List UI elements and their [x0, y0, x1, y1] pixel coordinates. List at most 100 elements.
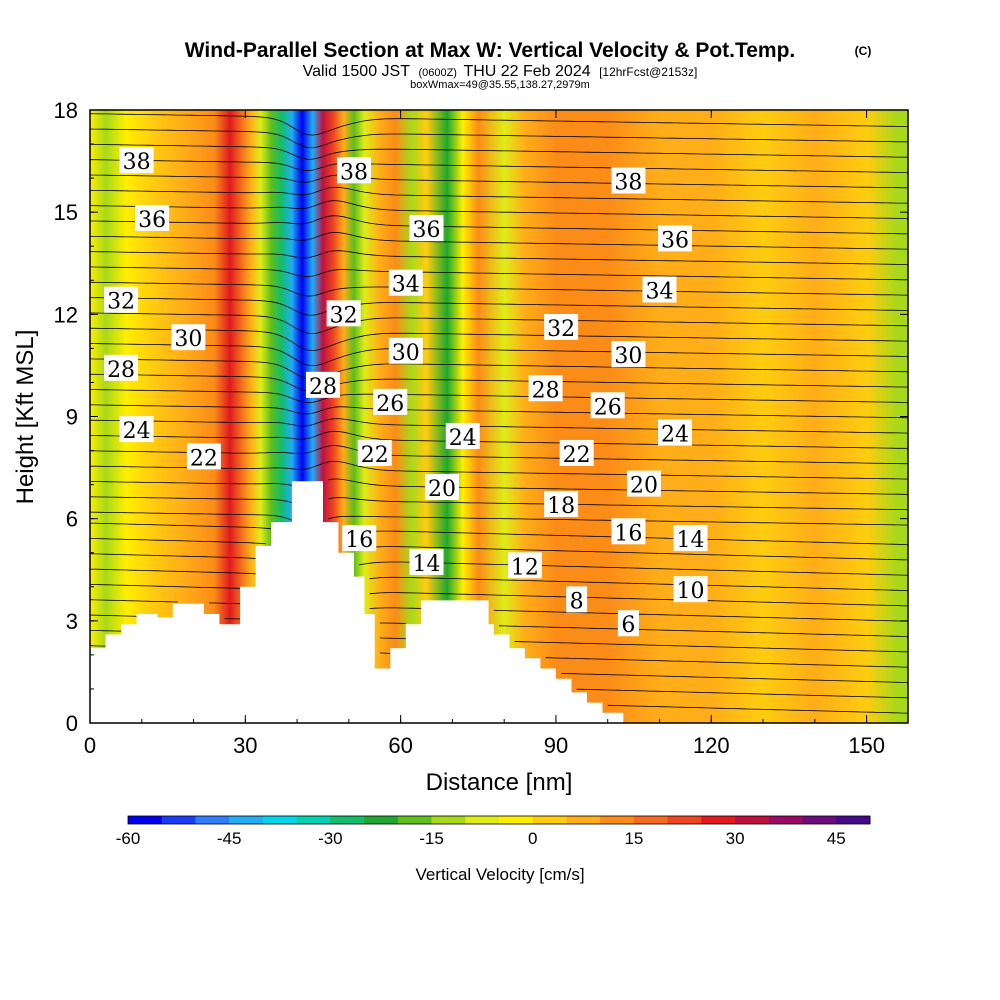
colorbar-tick-label: -15 — [419, 829, 444, 848]
contour-label-box — [673, 525, 708, 552]
contour-label: 24 — [445, 422, 480, 451]
contour-label: 22 — [559, 439, 594, 468]
contour-label-text: 28 — [107, 358, 135, 383]
contour-label: 36 — [135, 204, 170, 233]
y-tick-label: 9 — [66, 405, 78, 430]
contour-label-text: 26 — [594, 395, 622, 420]
colorbar-swatch — [397, 816, 433, 824]
y-tick-label: 3 — [66, 609, 78, 634]
contour-label-text: 20 — [428, 477, 456, 502]
svg-text:Valid 1500 JST (0600Z): Valid 1500 JST (0600Z) THU 22 Feb 2024 [… — [303, 63, 698, 80]
contour-label-text: 22 — [190, 446, 218, 471]
contour-label-text: 20 — [630, 474, 658, 499]
colorbar-swatch — [633, 816, 669, 824]
contour-label: 30 — [171, 324, 206, 352]
contour-label: 28 — [305, 371, 340, 400]
isentrope-line — [90, 250, 908, 265]
potential-temperature-contours — [90, 113, 908, 714]
contour-label-text: 34 — [392, 273, 420, 298]
colorbar-tick-label: -60 — [116, 829, 141, 848]
isentrope-line — [90, 312, 908, 335]
y-tick-label: 18 — [54, 98, 78, 123]
contour-label: 16 — [342, 525, 377, 553]
subtitle-box-info: boxWmax=49@35.55,138.27,2979m — [410, 79, 590, 91]
contour-label-box — [544, 313, 579, 340]
contour-label: 24 — [119, 416, 154, 444]
colorbar-swatch — [364, 816, 399, 824]
x-tick-label: 30 — [233, 733, 257, 758]
contour-label: 14 — [673, 525, 708, 553]
contour-label: 6 — [617, 610, 639, 638]
contour-label-text: 14 — [677, 528, 705, 553]
colorbar-swatch — [195, 816, 230, 824]
isentrope-line — [90, 232, 908, 250]
contour-label-box — [507, 552, 542, 579]
isentrope-line — [90, 143, 908, 160]
contour-label-box — [119, 416, 154, 443]
contour-label-box — [337, 157, 372, 184]
contour-label: 16 — [611, 518, 646, 546]
colorbar-swatch — [532, 816, 567, 824]
y-tick-label: 6 — [66, 507, 78, 532]
isentrope-line — [90, 128, 908, 149]
isentrope-line — [90, 538, 908, 561]
contour-label-box — [611, 167, 646, 194]
isentrope-line — [90, 358, 908, 380]
isentrope-line — [90, 186, 908, 204]
isentrope-line — [90, 599, 908, 622]
contour-label-text: 32 — [547, 317, 575, 342]
isentrope-line — [90, 113, 908, 136]
colorbar-swatch — [262, 816, 298, 824]
isentrope-line — [90, 281, 908, 297]
isentrope-line — [561, 673, 908, 683]
isentrope-line — [90, 460, 908, 480]
isentrope-line — [90, 645, 908, 668]
contour-label-box — [626, 470, 661, 497]
colorbar-swatch — [836, 816, 871, 824]
x-tick-label: 150 — [848, 733, 885, 758]
contour-label-text: 18 — [547, 494, 575, 519]
contour-label-box — [388, 337, 423, 364]
contour-label: 24 — [658, 419, 693, 448]
contour-label-text: 36 — [661, 228, 689, 253]
contour-label-text: 24 — [449, 426, 477, 451]
contour-label: 38 — [119, 147, 154, 175]
contour-label-text: 24 — [123, 419, 151, 444]
colorbar-swatch — [802, 816, 837, 824]
contour-label-box — [566, 586, 588, 613]
contour-label: 36 — [658, 225, 693, 253]
contour-label: 32 — [326, 300, 361, 328]
contour-label: 18 — [544, 491, 579, 519]
y-axis-title: Height [Kft MSL] — [12, 330, 39, 505]
colorbar-swatch — [296, 816, 331, 824]
contour-label: 26 — [590, 392, 625, 420]
contour-label: 38 — [611, 167, 646, 196]
contour-label-box — [104, 286, 139, 313]
colorbar-swatch — [600, 816, 635, 824]
contour-label-text: 38 — [614, 171, 642, 196]
isentrope-line — [90, 389, 908, 404]
contour-label-text: 30 — [614, 344, 642, 369]
contour-label: 14 — [409, 548, 444, 577]
subtitle-valid-time: Valid 1500 JST — [303, 63, 411, 80]
contour-label-box — [544, 491, 579, 518]
colorbar-swatch — [465, 816, 500, 824]
isentrope-line — [90, 343, 908, 367]
contour-label-box — [409, 548, 444, 575]
y-tick-label: 12 — [54, 302, 78, 327]
colorbar-swatch — [499, 816, 534, 824]
colorbar-swatch — [229, 816, 264, 824]
contour-label-box — [119, 147, 154, 174]
contour-label: 34 — [642, 276, 677, 304]
contour-label-text: 28 — [309, 375, 337, 400]
isentrope-line — [90, 496, 908, 511]
x-tick-label: 0 — [84, 733, 96, 758]
colorbar-swatch — [667, 816, 702, 824]
contour-label-text: 28 — [532, 378, 560, 403]
colorbar-swatch — [161, 816, 196, 824]
contour-label: 10 — [673, 576, 708, 604]
plot-area: 38 36 32 30 28 24 22 38 36 34 32 30 28 26 24 22 20 16 14 12… — [90, 110, 908, 723]
isentrope-line — [90, 373, 908, 392]
contour-label: 32 — [104, 286, 139, 315]
